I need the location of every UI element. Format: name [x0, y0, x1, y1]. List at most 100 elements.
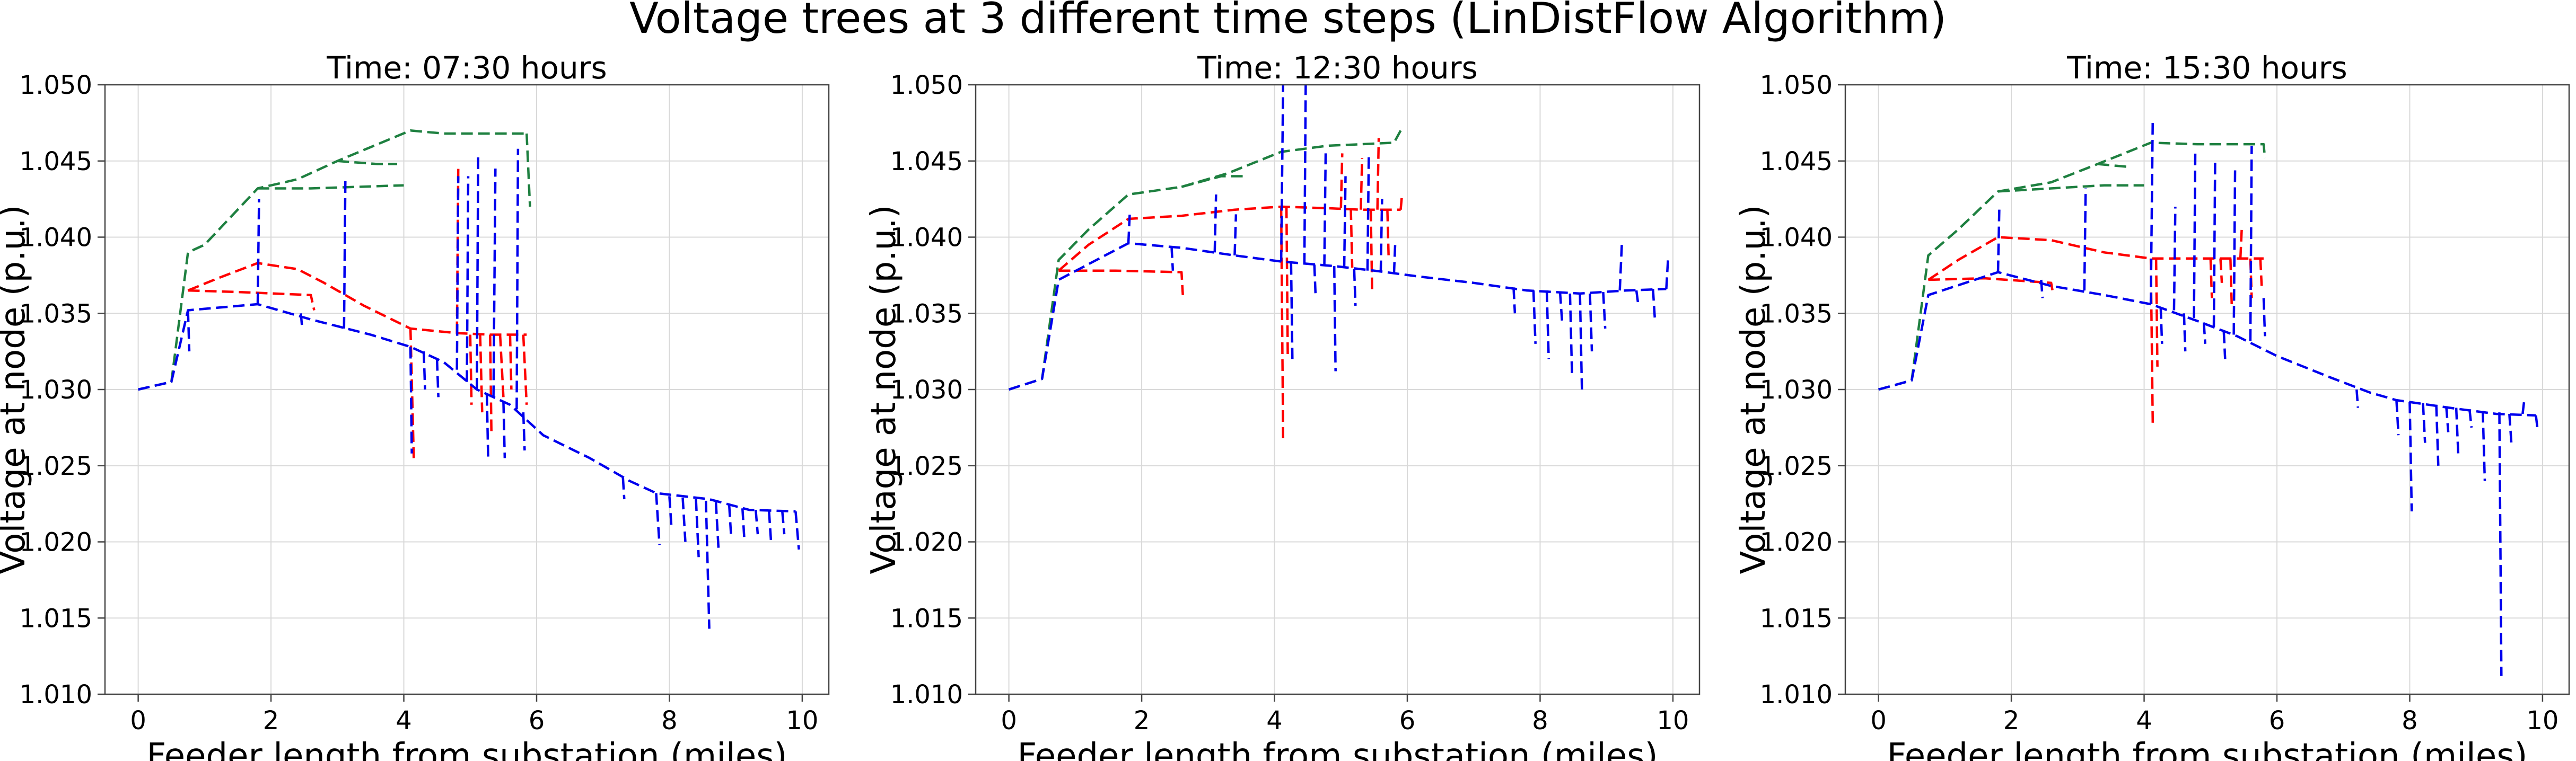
- series-3-segment-20: [681, 497, 687, 542]
- series-3-segment-17: [1512, 287, 1517, 314]
- series-2-segment-10: [2259, 258, 2263, 286]
- series-2-segment-5: [1339, 153, 1344, 208]
- series-3-segment-14: [1366, 153, 1370, 271]
- series-3-segment-15: [2249, 145, 2253, 341]
- series-3-segment-25: [2498, 412, 2503, 676]
- y-tick-label: 1.030: [1760, 375, 1833, 405]
- series-3-segment-2: [2262, 298, 2266, 337]
- series-2-segment-8: [1369, 209, 1373, 291]
- y-tick-label: 1.030: [890, 375, 963, 405]
- y-tick-label: 1.015: [1760, 604, 1833, 633]
- x-tick-label: 4: [2136, 706, 2152, 736]
- y-tick-label: 1.010: [1760, 680, 1833, 710]
- series-3-segment-19: [2422, 403, 2426, 443]
- x-tick-label: 0: [130, 706, 146, 736]
- series-3-segment-9: [2183, 313, 2187, 352]
- x-axis-label: Feeder length from substation (miles): [1887, 737, 2527, 761]
- x-tick-label: 8: [661, 706, 678, 736]
- series-1-segment-2: [1181, 175, 1248, 188]
- series-3-segment-12: [485, 394, 489, 458]
- series-3-segment-27: [1652, 289, 1657, 321]
- series-3-segment-7: [2159, 307, 2163, 344]
- series-3-segment-5: [1233, 214, 1238, 256]
- series-3-segment-28: [1665, 255, 1670, 289]
- series-3-segment-7: [422, 351, 426, 390]
- series-3-segment-26: [754, 509, 759, 535]
- x-tick-label: 8: [2402, 706, 2418, 736]
- series-2-segment-4: [2154, 258, 2159, 367]
- series-2-segment-1: [1058, 205, 1401, 272]
- series-3-segment-21: [695, 499, 700, 558]
- series-3-segment-20: [2435, 404, 2440, 466]
- series-3-segment-2: [187, 310, 191, 352]
- x-tick-label: 0: [1001, 706, 1017, 736]
- y-tick-label: 1.020: [1760, 528, 1833, 558]
- y-axis-label: Voltage at node (p.u.): [0, 205, 33, 574]
- series-3-segment-8: [1303, 85, 1307, 265]
- x-tick-label: 10: [2526, 706, 2559, 736]
- y-tick-label: 1.045: [890, 147, 963, 176]
- series-2-segment-1: [187, 262, 527, 336]
- series-3-segment-13: [2222, 331, 2227, 359]
- series-3-segment-17: [621, 477, 626, 500]
- series-2-segment-2: [1928, 277, 2054, 291]
- y-tick-label: 1.010: [890, 680, 963, 710]
- series-3-segment-22: [2455, 408, 2460, 454]
- y-tick-label: 1.040: [890, 223, 963, 253]
- series-3-segment-28: [2535, 415, 2539, 432]
- series-3-segment-21: [1569, 293, 1573, 375]
- series-3-segment-23: [1589, 293, 1593, 352]
- y-tick-label: 1.035: [1760, 299, 1833, 329]
- subplot-3: 0 2 4 6 8 10 1.010 1.015 1.020 1.025 1.030 1.035 1.0…: [1734, 50, 2570, 761]
- y-tick-label: 1.020: [20, 528, 92, 558]
- y-tick-label: 1.025: [1760, 452, 1833, 481]
- series-3-segment-22: [1579, 293, 1583, 390]
- series-3-segment-21: [2445, 406, 2450, 432]
- y-tick-label: 1.030: [20, 375, 92, 405]
- series-3-segment-14: [2232, 169, 2237, 335]
- y-tick-label: 1.015: [20, 604, 92, 633]
- series-3-segment-13: [492, 169, 497, 397]
- series-3-segment-11: [2202, 322, 2206, 344]
- series-3-segment-6: [2149, 120, 2154, 305]
- y-tick-label: 1.020: [890, 528, 963, 558]
- series-3-segment-1: [138, 303, 796, 513]
- y-tick-label: 1.035: [890, 299, 963, 329]
- x-tick-label: 8: [1532, 706, 1548, 736]
- x-tick-label: 4: [396, 706, 412, 736]
- x-tick-label: 10: [1657, 706, 1689, 736]
- series-3-segment-11: [476, 153, 480, 390]
- series-1-segment-3: [2097, 163, 2131, 169]
- series-3-segment-4: [2040, 279, 2044, 298]
- series-group: [1008, 85, 1670, 439]
- series-3-segment-16: [1392, 240, 1397, 274]
- x-tick-label: 6: [2269, 706, 2285, 736]
- series-3-segment-4: [1213, 194, 1217, 253]
- y-tick-label: 1.025: [890, 452, 963, 481]
- series-group: [138, 129, 800, 629]
- x-tick-label: 6: [529, 706, 545, 736]
- series-3-segment-20: [1558, 291, 1564, 321]
- series-3-segment-18: [655, 493, 661, 545]
- series-2-segment-2: [1058, 269, 1184, 295]
- series-2-segment-10: [1386, 209, 1390, 260]
- series-3-segment-24: [2481, 411, 2486, 481]
- x-tick-label: 4: [1266, 706, 1283, 736]
- series-3-segment-27: [2521, 397, 2526, 414]
- x-tick-label: 2: [1134, 706, 1150, 736]
- series-3-segment-24: [728, 505, 733, 538]
- x-tick-label: 10: [786, 706, 818, 736]
- figure-title: Voltage trees at 3 different time steps …: [629, 0, 1947, 43]
- series-2-segment-8: [509, 334, 513, 390]
- series-3-segment-5: [2083, 188, 2087, 291]
- y-tick-label: 1.050: [1760, 70, 1833, 100]
- series-1-segment-3: [337, 160, 397, 165]
- series-3-segment-23: [714, 502, 720, 550]
- series-3-segment-13: [1353, 269, 1357, 306]
- series-3-segment-6: [1280, 85, 1285, 262]
- series-3-segment-15: [515, 148, 520, 410]
- y-tick-label: 1.050: [890, 70, 963, 100]
- x-tick-label: 2: [263, 706, 279, 736]
- series-3-segment-1: [1008, 242, 1667, 391]
